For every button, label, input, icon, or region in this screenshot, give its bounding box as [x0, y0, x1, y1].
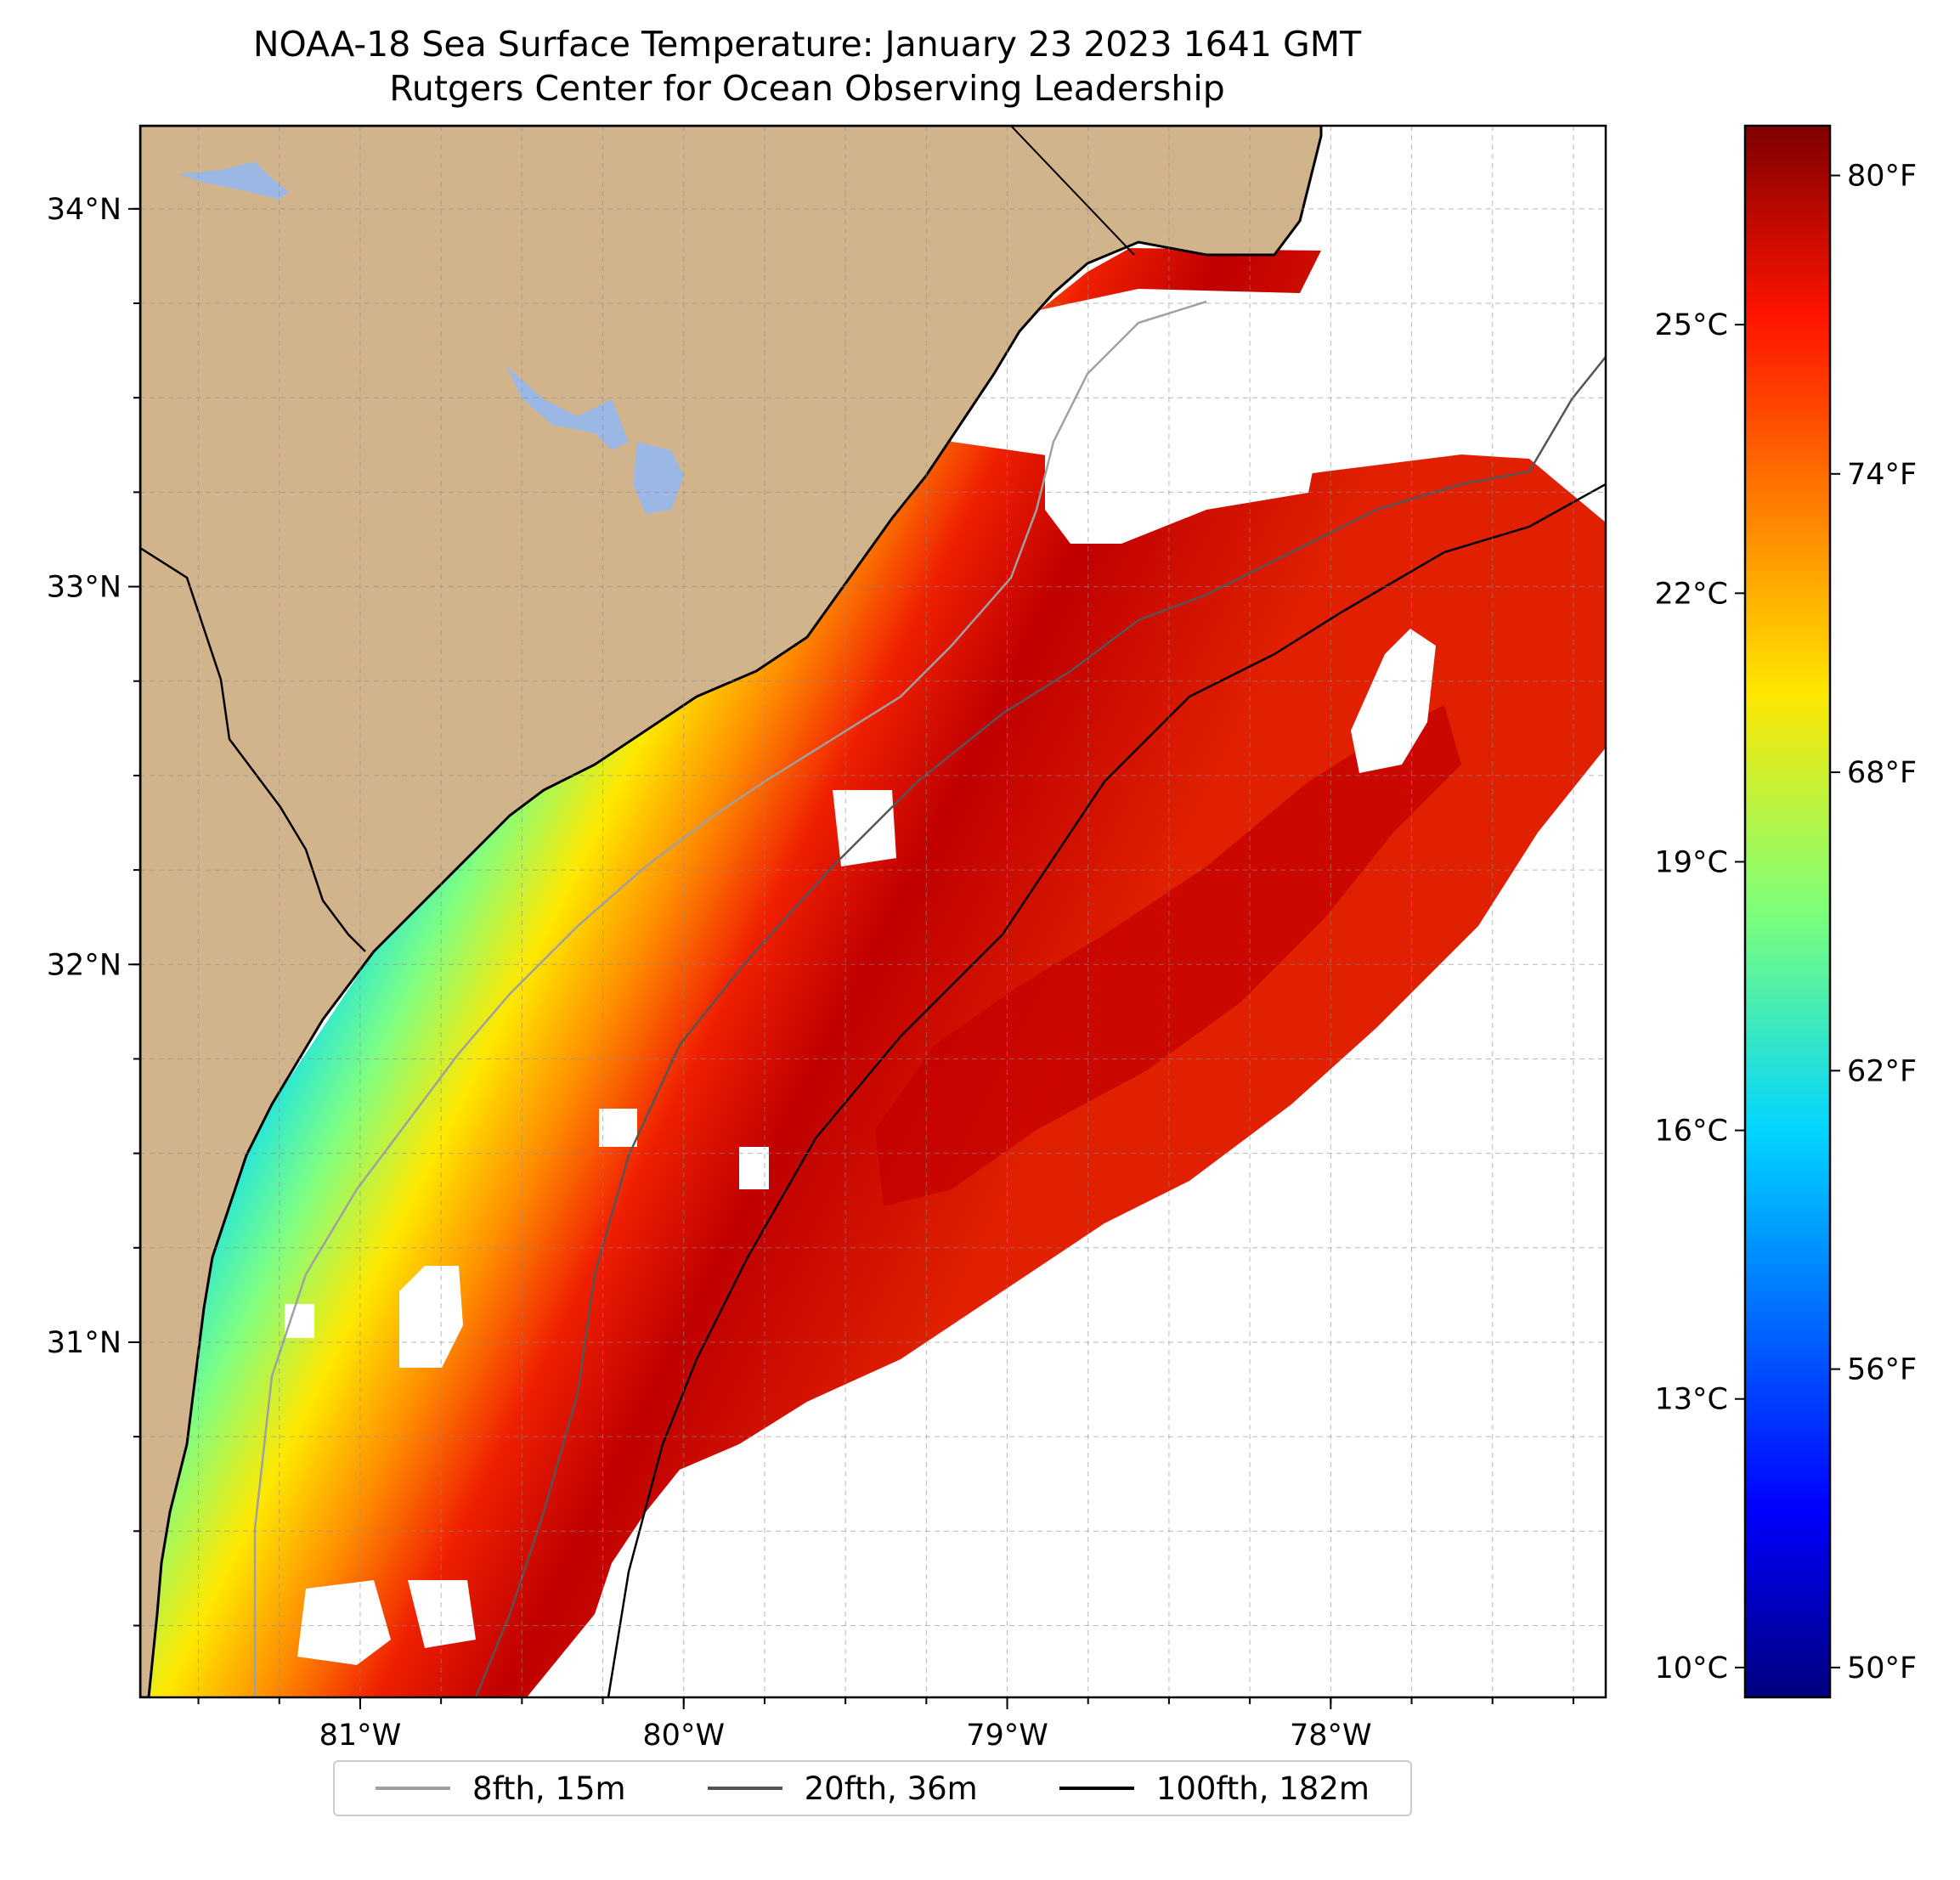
gridlines	[140, 126, 1606, 1697]
cloud-gap-small4	[599, 1109, 637, 1147]
state-border	[1010, 126, 1135, 256]
cloud-gap-small	[833, 790, 896, 867]
warm-core	[875, 705, 1461, 1206]
isobath-8fth	[253, 300, 1207, 1697]
lat-tick-label: 33°N	[47, 571, 121, 605]
cloud-gap-small2	[739, 1147, 769, 1189]
colorbar-celsius-label: 19°C	[1655, 845, 1728, 879]
lon-tick-label: 79°W	[966, 1719, 1048, 1753]
colorbar-celsius-label: 13°C	[1655, 1383, 1728, 1417]
cloud-gap-sw2	[297, 1580, 391, 1665]
colorbar-celsius-label: 10°C	[1655, 1651, 1728, 1685]
chart-title: NOAA-18 Sea Surface Temperature: January…	[0, 22, 1614, 110]
colorbar-celsius-axis: 25°C 22°C 19°C 16°C 13°C 10°C	[1655, 308, 1745, 1685]
legend-label: 100fth, 182m	[1155, 1770, 1370, 1807]
legend-line-swatch	[376, 1787, 451, 1790]
colorbar-celsius-label: 25°C	[1655, 308, 1728, 342]
lon-tick-label: 80°W	[642, 1719, 725, 1753]
lat-tick-label: 34°N	[47, 193, 121, 227]
lake-north	[178, 161, 289, 200]
longitude-axis: 81°W 80°W 79°W 78°W	[197, 1697, 1574, 1753]
lat-tick-label: 31°N	[47, 1326, 121, 1360]
legend-label: 20fth, 36m	[804, 1770, 978, 1807]
colorbar-fahrenheit-label: 62°F	[1847, 1054, 1917, 1088]
colorbar-fahrenheit-label: 50°F	[1847, 1651, 1917, 1685]
cloud-gap-north	[1045, 323, 1325, 544]
colorbar-gradient	[1743, 124, 1832, 1699]
lake-moultrie	[633, 442, 684, 514]
legend-item: 8fth, 15m	[376, 1770, 626, 1807]
colorbar-celsius-label: 22°C	[1655, 577, 1728, 611]
title-line-2: Rutgers Center for Ocean Observing Leade…	[389, 68, 1225, 109]
cloud-gap-south	[595, 977, 1606, 1697]
colorbar-fahrenheit-axis: 80°F 74°F 68°F 62°F 56°F 50°F	[1830, 160, 1917, 1685]
lon-tick-label: 81°W	[319, 1719, 402, 1753]
colorbar: 25°C 22°C 19°C 16°C 13°C 10°C 80°F 74°F 68°F 62°…	[1655, 124, 1917, 1699]
legend-label: 8fth, 15m	[472, 1770, 626, 1807]
isobath-legend: 8fth, 15m 20fth, 36m 100fth, 182m	[333, 1760, 1412, 1816]
colorbar-celsius-label: 16°C	[1655, 1115, 1728, 1149]
colorbar-fahrenheit-label: 74°F	[1847, 458, 1917, 492]
colorbar-fahrenheit-label: 56°F	[1847, 1353, 1917, 1387]
cloud-gap-sw3	[408, 1580, 476, 1648]
latitude-axis: 34°N 33°N 32°N 31°N	[47, 193, 140, 1627]
sst-swath	[140, 248, 1606, 1697]
legend-item: 100fth, 182m	[1059, 1770, 1370, 1807]
title-line-1: NOAA-18 Sea Surface Temperature: January…	[252, 24, 1362, 65]
legend-line-swatch	[707, 1787, 782, 1790]
lat-tick-label: 32°N	[47, 948, 121, 982]
colorbar-fahrenheit-label: 80°F	[1847, 160, 1917, 194]
legend-line-swatch	[1059, 1787, 1134, 1790]
legend-item: 20fth, 36m	[707, 1770, 978, 1807]
lake-marion	[506, 365, 629, 450]
colorbar-fahrenheit-label: 68°F	[1847, 756, 1917, 790]
map-frame	[138, 124, 1607, 1699]
land	[140, 126, 1323, 1697]
isobath-20fth	[474, 356, 1606, 1697]
lon-tick-label: 78°W	[1290, 1719, 1372, 1753]
cloud-gap-small3	[285, 1304, 314, 1338]
isobath-100fth	[607, 483, 1606, 1697]
cloud-gap-east	[1351, 629, 1436, 773]
